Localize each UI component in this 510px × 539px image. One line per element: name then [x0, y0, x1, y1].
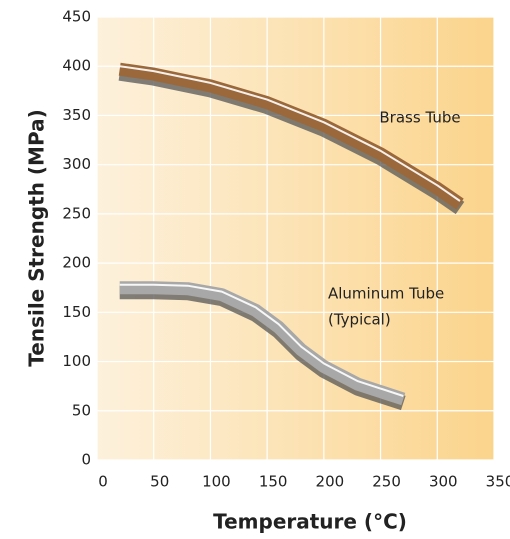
x-axis-title: Temperature (°C): [213, 510, 407, 534]
y-tick-label: 200: [62, 254, 91, 272]
series-label: Aluminum Tube: [328, 285, 444, 303]
y-tick-label: 350: [62, 106, 91, 124]
annotation: (Typical): [328, 311, 391, 329]
y-tick-label: 50: [72, 401, 91, 419]
x-tick-label: 300: [429, 473, 458, 491]
x-tick-label: 250: [372, 473, 401, 491]
y-tick-label: 250: [62, 204, 91, 222]
x-tick-label: 0: [98, 473, 108, 491]
y-tick-label: 450: [62, 8, 91, 26]
x-tick-label: 100: [202, 473, 231, 491]
x-tick-label: 150: [259, 473, 288, 491]
y-tick-label: 150: [62, 303, 91, 321]
y-tick-label: 300: [62, 155, 91, 173]
y-tick-label: 0: [81, 451, 91, 469]
y-axis-title: Tensile Strength (MPa): [25, 109, 49, 366]
x-tick-label: 200: [316, 473, 345, 491]
y-tick-label: 400: [62, 57, 91, 75]
x-tick-label: 350: [486, 473, 510, 491]
x-tick-label: 50: [150, 473, 169, 491]
chart: Brass Tube Aluminum Tube (Typical) Tempe…: [0, 0, 510, 539]
y-tick-label: 100: [62, 352, 91, 370]
series-label: Brass Tube: [379, 109, 460, 127]
